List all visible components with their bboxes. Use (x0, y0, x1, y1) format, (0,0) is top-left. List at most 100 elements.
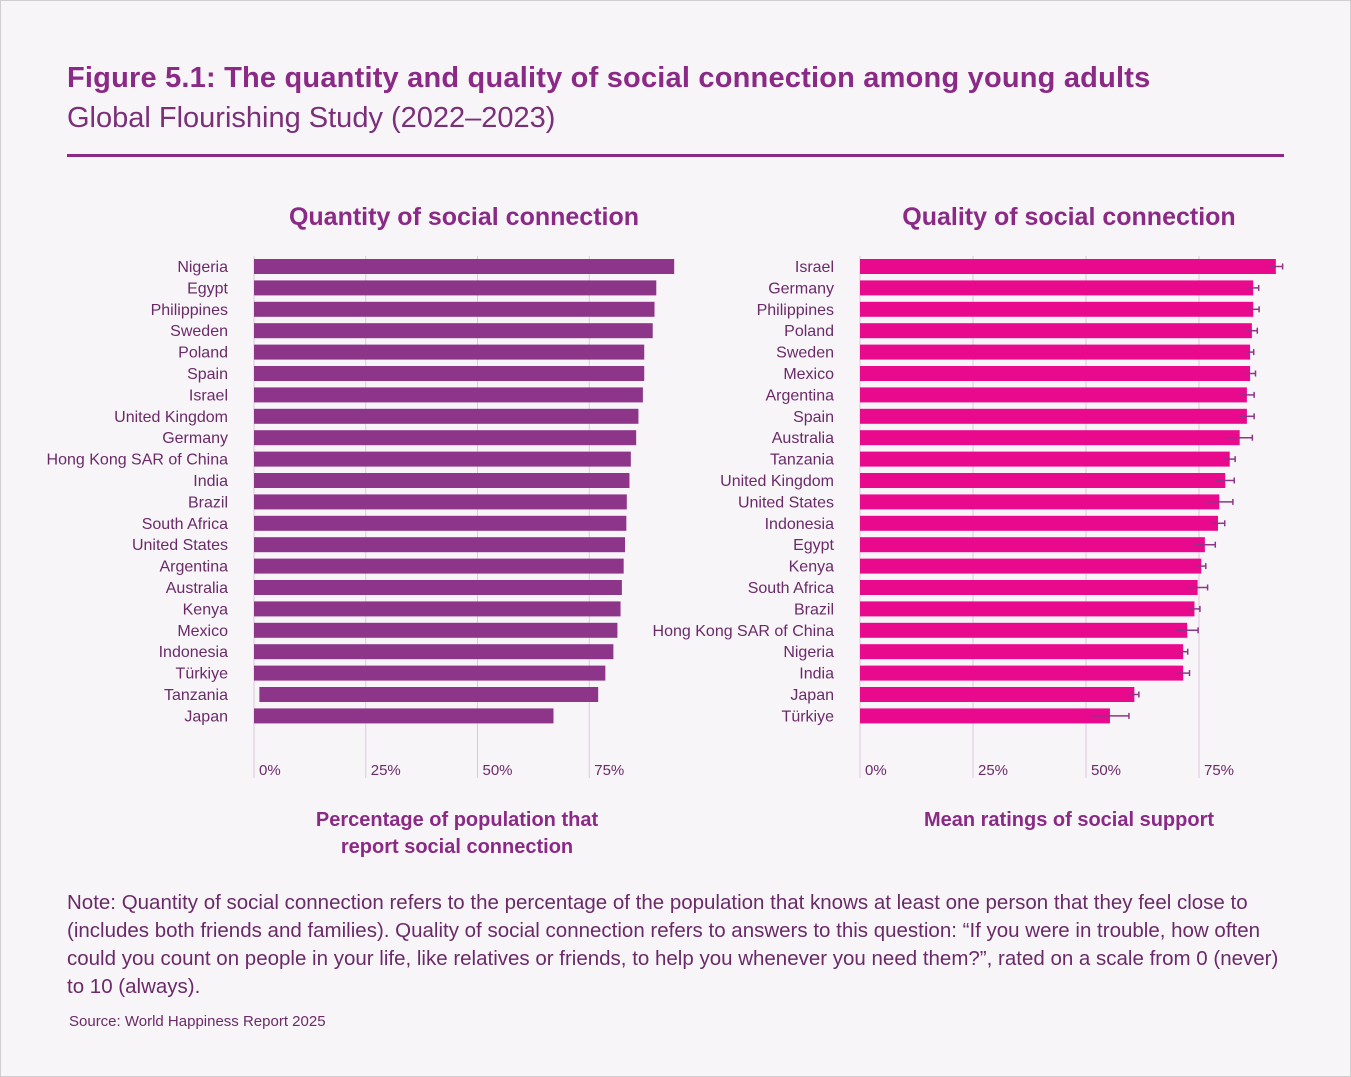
quantity-bar (254, 601, 621, 617)
quantity-bar (254, 515, 627, 531)
quality-bar (860, 366, 1251, 381)
quantity-x-axis-label: Percentage of population that (316, 809, 599, 831)
quality-bar (860, 515, 1218, 531)
quantity-category-label: Germany (162, 430, 228, 447)
quantity-category-label: United States (132, 537, 228, 554)
quality-bar (860, 344, 1251, 360)
quality-bar (860, 580, 1198, 595)
quantity-category-label: Kenya (183, 601, 228, 618)
quantity-bar (254, 644, 614, 660)
quantity-tick-label: 50% (483, 762, 513, 779)
quality-category-label: Australia (772, 430, 834, 447)
figure-source: Source: World Happiness Report 2025 (69, 1013, 326, 1030)
quantity-category-label: Australia (166, 580, 228, 597)
quantity-chart-title: Quantity of social connection (289, 203, 639, 231)
quality-bar (860, 537, 1205, 553)
quality-bar (860, 558, 1202, 574)
quality-bar (860, 408, 1247, 424)
quantity-category-label: Sweden (170, 323, 228, 340)
quality-bar (860, 259, 1276, 274)
quality-bar (860, 622, 1188, 638)
quality-bar (860, 430, 1240, 446)
figure-title: Figure 5.1: The quantity and quality of … (67, 62, 1151, 94)
quantity-bar (254, 259, 675, 274)
quantity-category-label: United Kingdom (114, 409, 228, 426)
quality-category-label: Sweden (776, 345, 834, 362)
quality-chart: 0% 25% 50% 75% Quality of social connection I… (653, 203, 1284, 831)
quantity-category-label: India (193, 473, 228, 490)
quantity-category-label: Egypt (187, 280, 228, 297)
quality-category-label: Poland (784, 323, 834, 340)
quantity-category-label: Indonesia (159, 644, 228, 661)
quality-category-label: Israel (795, 259, 834, 276)
quantity-bar (259, 687, 599, 702)
quantity-category-label: Spain (187, 366, 228, 383)
quantity-category-label: Mexico (177, 623, 228, 640)
quality-bar (860, 665, 1184, 681)
quantity-bar (254, 537, 626, 553)
quantity-bar (254, 622, 618, 638)
quantity-category-label: Türkiye (176, 666, 229, 683)
quality-bar (860, 280, 1254, 296)
quantity-bar (254, 280, 657, 296)
quality-bar (860, 708, 1110, 724)
quality-category-label: Nigeria (783, 644, 834, 661)
quality-category-label: Egypt (793, 537, 834, 554)
quality-chart-title: Quality of social connection (902, 203, 1235, 231)
quality-category-label: Germany (768, 280, 834, 297)
quality-bar (860, 494, 1220, 510)
quality-category-label: United Kingdom (720, 473, 834, 490)
quality-tick-label: 50% (1091, 762, 1121, 779)
quantity-x-axis-label: report social connection (341, 836, 573, 858)
quantity-tick-label: 25% (371, 762, 401, 779)
quality-category-label: Spain (793, 409, 834, 426)
quantity-bar (254, 387, 643, 403)
quality-category-label: India (799, 666, 834, 683)
quantity-bar (254, 451, 631, 467)
quantity-bar (254, 558, 624, 574)
quality-category-label: Brazil (794, 601, 834, 618)
quantity-bar (254, 580, 622, 595)
quantity-bar (254, 430, 637, 446)
quality-category-label: Indonesia (765, 516, 834, 533)
quantity-chart: 0% 25% 50% 75% Quantity of social connection… (47, 203, 675, 858)
quantity-category-label: Argentina (160, 559, 229, 576)
figure-subtitle: Global Flourishing Study (2022–2023) (67, 102, 556, 134)
quantity-bar (254, 366, 645, 381)
quality-x-axis-label: Mean ratings of social support (924, 809, 1214, 831)
quantity-category-label: Poland (178, 345, 228, 362)
quantity-category-label: Philippines (151, 302, 228, 319)
quantity-bar (254, 708, 554, 724)
quality-bar (860, 687, 1135, 702)
quality-category-label: Argentina (766, 387, 835, 404)
quality-category-label: Kenya (789, 559, 834, 576)
figure-note: Note: Quantity of social connection refe… (67, 891, 1279, 998)
quality-category-label: South Africa (748, 580, 834, 597)
quality-category-label: Mexico (783, 366, 834, 383)
quality-category-label: Türkiye (782, 708, 835, 725)
quantity-tick-label: 0% (259, 762, 281, 779)
quantity-bar (254, 323, 653, 339)
quality-category-label: Philippines (757, 302, 834, 319)
quantity-category-label: Nigeria (177, 259, 228, 276)
quantity-bar (254, 665, 606, 681)
quantity-bar (254, 494, 627, 510)
quantity-bar (254, 473, 630, 488)
quality-bar (860, 451, 1230, 467)
quality-category-label: United States (738, 494, 834, 511)
quantity-category-label: Brazil (188, 494, 228, 511)
quality-bar (860, 323, 1252, 339)
quantity-tick-label: 75% (594, 762, 624, 779)
quantity-bar (254, 408, 639, 424)
quality-bar (860, 473, 1226, 488)
quality-bar (860, 301, 1254, 317)
quality-tick-label: 75% (1204, 762, 1234, 779)
quality-tick-label: 0% (865, 762, 887, 779)
quality-bar (860, 387, 1247, 403)
quality-category-label: Japan (790, 687, 834, 704)
quality-tick-label: 25% (978, 762, 1008, 779)
quantity-bar (254, 301, 655, 317)
quality-category-label: Tanzania (770, 452, 834, 469)
quantity-category-label: Tanzania (164, 687, 228, 704)
